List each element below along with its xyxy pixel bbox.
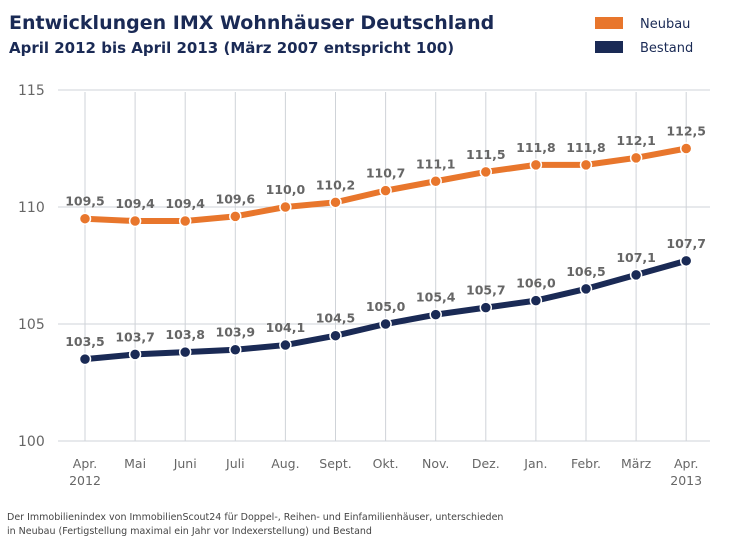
data-label-bestand: 103,9 — [216, 325, 256, 340]
data-label-bestand: 103,7 — [115, 329, 155, 344]
data-point-neubau — [329, 196, 342, 209]
data-point-neubau — [579, 158, 593, 172]
data-label-neubau: 110,2 — [316, 177, 356, 192]
footnote-line-2: in Neubau (Fertigstellung maximal ein Ja… — [7, 526, 372, 537]
x-tick-label: Nov. — [422, 456, 449, 471]
data-point-bestand — [78, 352, 92, 366]
legend-label-neubau: Neubau — [640, 17, 690, 32]
data-label-bestand: 107,7 — [666, 236, 706, 251]
legend-label-bestand: Bestand — [640, 41, 693, 56]
data-point-bestand — [229, 343, 242, 356]
data-label-bestand: 105,4 — [416, 290, 456, 305]
data-label-neubau: 109,4 — [165, 196, 205, 211]
data-label-neubau: 109,6 — [216, 191, 256, 206]
data-point-neubau — [279, 200, 292, 214]
y-tick-label: 115 — [18, 83, 45, 99]
x-tick-label: Apr. 2013 — [670, 456, 702, 488]
x-tick-label: Aug. — [271, 456, 299, 471]
data-point-neubau — [78, 212, 92, 225]
data-point-neubau — [178, 214, 192, 228]
data-label-neubau: 111,1 — [416, 156, 456, 171]
x-axis: Apr. 2012 Mai Juni Juli Aug. Sept. Okt. Nov. Dez.… — [69, 456, 702, 488]
data-label-neubau: 109,5 — [65, 194, 105, 209]
data-label-neubau: 112,1 — [616, 133, 656, 148]
data-point-bestand — [679, 254, 693, 268]
y-tick-label: 100 — [18, 434, 45, 450]
data-point-neubau — [229, 210, 242, 223]
data-point-neubau — [629, 151, 643, 165]
data-point-bestand — [479, 301, 493, 314]
chart-title: Entwicklungen IMX Wohnhäuser Deutschland — [9, 12, 494, 34]
data-point-bestand — [429, 308, 442, 321]
data-label-bestand: 106,0 — [516, 276, 556, 291]
data-label-neubau: 110,0 — [266, 182, 306, 197]
data-point-neubau — [429, 175, 442, 188]
data-point-bestand — [579, 282, 593, 296]
data-label-bestand: 107,1 — [616, 250, 656, 265]
data-label-neubau: 111,5 — [466, 147, 506, 162]
x-tick-label: Juli — [225, 456, 245, 471]
data-point-bestand — [279, 338, 292, 352]
data-point-bestand — [379, 317, 392, 331]
data-label-neubau: 112,5 — [666, 124, 706, 139]
x-tick-label: Jan. — [523, 456, 547, 471]
x-tick-label: Mai — [124, 456, 146, 471]
y-axis: 100 105 110 115 — [18, 83, 45, 450]
grid — [58, 89, 710, 442]
data-label-bestand: 103,8 — [165, 327, 205, 342]
footnote: Der Immobilienindex von ImmobilienScout2… — [7, 511, 722, 539]
data-point-neubau — [679, 142, 693, 155]
data-point-bestand — [128, 348, 142, 361]
data-point-neubau — [379, 184, 392, 197]
x-tick-label: Sept. — [319, 456, 351, 471]
x-tick-label: März — [621, 456, 652, 471]
y-tick-label: 110 — [18, 200, 45, 216]
legend-swatch-bestand — [595, 41, 623, 53]
footnote-line-1: Der Immobilienindex von ImmobilienScout2… — [7, 512, 504, 523]
legend-swatch-neubau — [595, 17, 623, 29]
x-tick-label: Okt. — [373, 456, 399, 471]
data-point-neubau — [529, 158, 543, 172]
data-label-bestand: 104,1 — [266, 320, 306, 335]
data-label-bestand: 103,5 — [65, 334, 105, 349]
x-tick-label: Apr. 2012 — [69, 456, 101, 488]
data-label-bestand: 105,7 — [466, 283, 506, 298]
data-label-neubau: 111,8 — [516, 140, 556, 155]
data-label-neubau: 109,4 — [115, 196, 155, 211]
data-label-bestand: 106,5 — [566, 264, 606, 279]
data-point-neubau — [479, 165, 493, 179]
y-tick-label: 105 — [18, 317, 45, 333]
x-tick-label: Juni — [173, 456, 197, 471]
data-point-bestand — [529, 294, 543, 307]
data-label-bestand: 105,0 — [366, 299, 406, 314]
data-point-bestand — [629, 268, 643, 282]
data-point-bestand — [329, 329, 342, 342]
data-point-bestand — [178, 345, 192, 359]
plot-area: 109,5 109,4 109,4 109,6 110,0 110,2 110,7 111,1… — [65, 124, 706, 366]
x-tick-label: Febr. — [571, 456, 601, 471]
data-label-neubau: 110,7 — [366, 166, 406, 181]
data-label-bestand: 104,5 — [316, 311, 356, 326]
x-tick-label: Dez. — [472, 456, 500, 471]
chart-subtitle: April 2012 bis April 2013 (März 2007 ent… — [9, 39, 454, 57]
legend: Neubau Bestand — [595, 17, 693, 56]
data-label-neubau: 111,8 — [566, 140, 606, 155]
data-point-neubau — [128, 214, 142, 228]
